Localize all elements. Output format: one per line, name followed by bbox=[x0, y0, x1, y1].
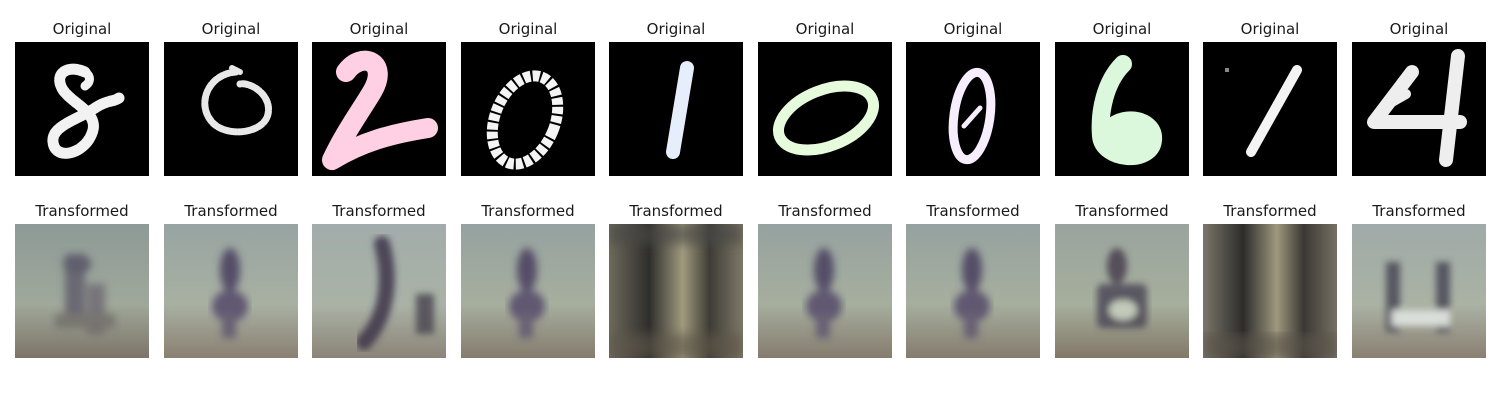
transformed-title-6: Transformed bbox=[778, 202, 872, 220]
original-title-7: Original bbox=[943, 20, 1003, 38]
original-digit-8 bbox=[15, 42, 149, 176]
transformed-title-5: Transformed bbox=[629, 202, 723, 220]
original-digit-1b bbox=[1203, 42, 1337, 176]
transformed-title-8: Transformed bbox=[1075, 202, 1169, 220]
transformed-image-10 bbox=[1352, 224, 1486, 358]
transformed-image-5 bbox=[609, 224, 743, 358]
original-title-4: Original bbox=[498, 20, 558, 38]
original-digit-4 bbox=[1352, 42, 1486, 176]
original-digit-2 bbox=[312, 42, 446, 176]
original-digit-0d bbox=[906, 42, 1040, 176]
original-digit-0b bbox=[461, 42, 595, 176]
transformed-image-1 bbox=[15, 224, 149, 358]
transformed-title-10: Transformed bbox=[1372, 202, 1466, 220]
transformed-image-9 bbox=[1203, 224, 1337, 358]
original-title-9: Original bbox=[1240, 20, 1300, 38]
transformed-title-1: Transformed bbox=[35, 202, 129, 220]
transformed-image-4 bbox=[461, 224, 595, 358]
original-digit-1 bbox=[609, 42, 743, 176]
original-title-5: Original bbox=[646, 20, 706, 38]
transformed-image-2 bbox=[164, 224, 298, 358]
original-digit-0 bbox=[164, 42, 298, 176]
original-title-3: Original bbox=[349, 20, 409, 38]
original-title-1: Original bbox=[52, 20, 112, 38]
transformed-title-7: Transformed bbox=[926, 202, 1020, 220]
transformed-image-7 bbox=[906, 224, 1040, 358]
original-digit-6 bbox=[1055, 42, 1189, 176]
transformed-title-9: Transformed bbox=[1223, 202, 1317, 220]
original-title-6: Original bbox=[795, 20, 855, 38]
original-title-8: Original bbox=[1092, 20, 1152, 38]
transformed-title-4: Transformed bbox=[481, 202, 575, 220]
original-title-10: Original bbox=[1389, 20, 1449, 38]
transformed-title-3: Transformed bbox=[332, 202, 426, 220]
transformed-image-3 bbox=[312, 224, 446, 358]
transformed-image-8 bbox=[1055, 224, 1189, 358]
original-title-2: Original bbox=[201, 20, 261, 38]
transformed-title-2: Transformed bbox=[184, 202, 278, 220]
original-digit-0c bbox=[758, 42, 892, 176]
transformed-image-6 bbox=[758, 224, 892, 358]
